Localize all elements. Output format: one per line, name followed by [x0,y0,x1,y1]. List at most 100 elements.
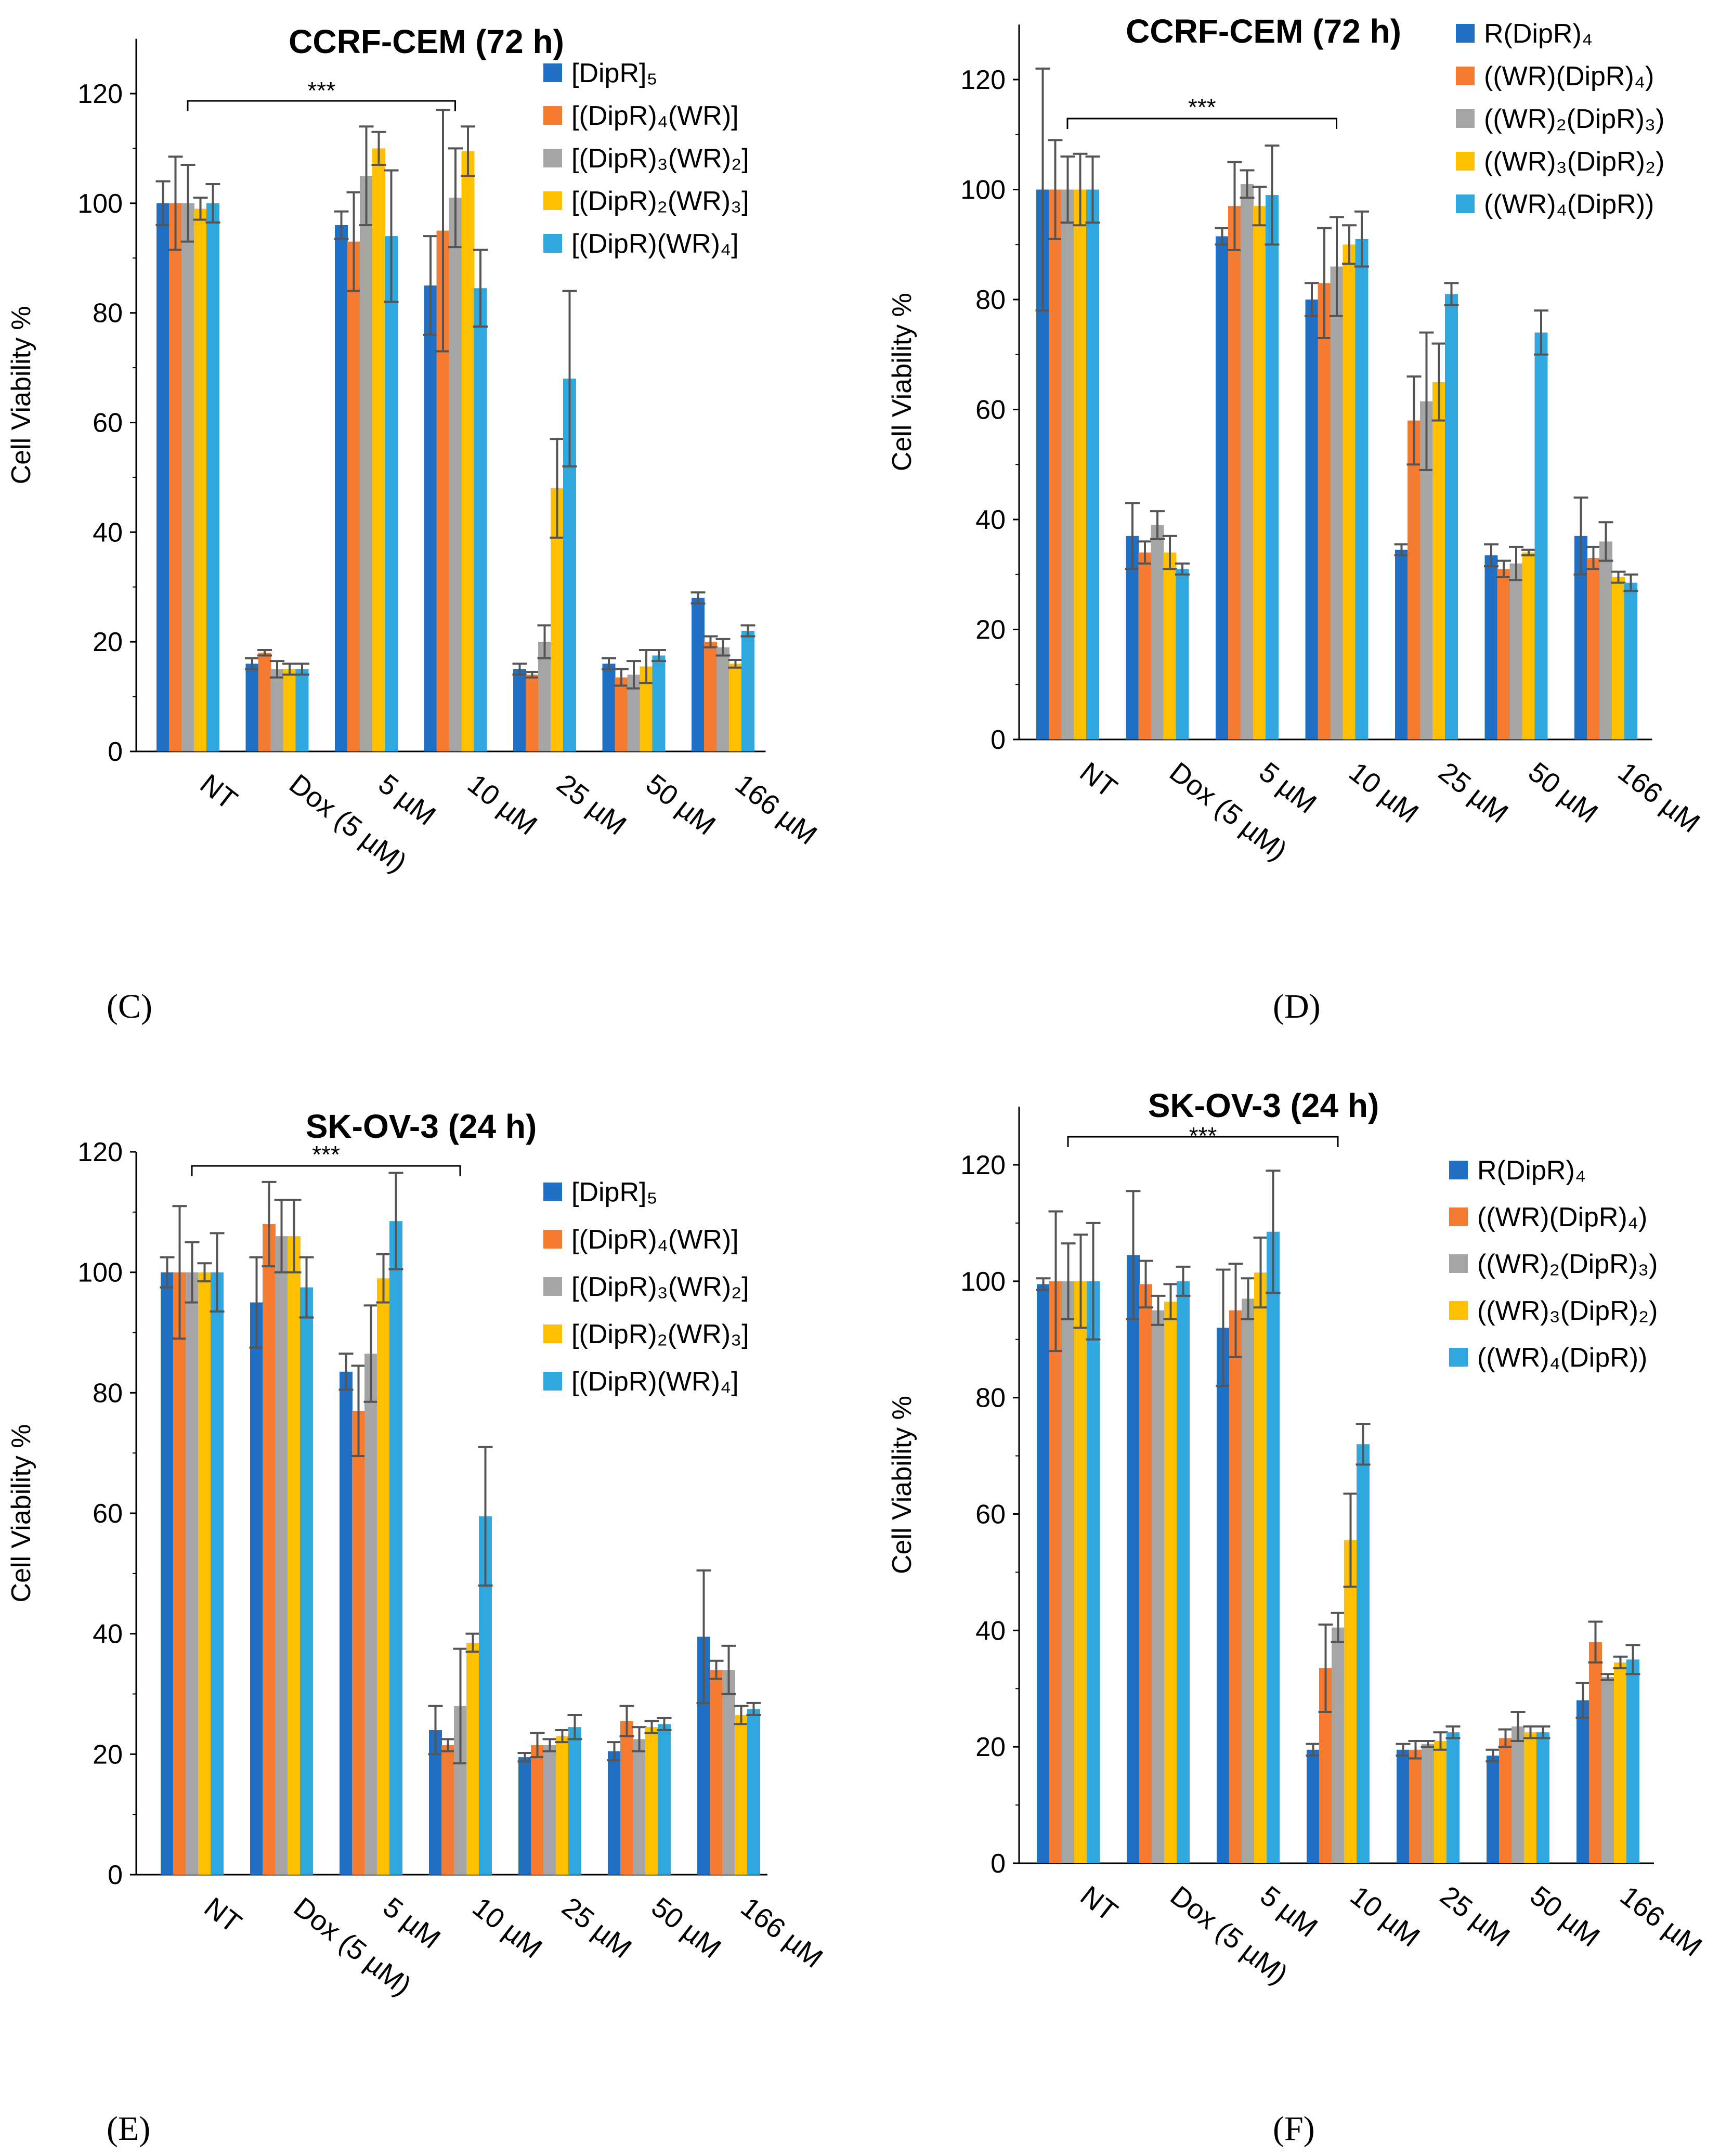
y-tick-label: 20 [975,615,1006,645]
legend-swatch [1456,109,1475,128]
bar-7-series-2 [1587,558,1600,739]
chart-panel-f: SK-OV-3 (24 h) (F) 0 20 40 60 80 100 120 Cell V… [887,1087,1708,2148]
y-tick-label: 0 [991,1849,1006,1879]
bar-7-series-5 [741,631,754,751]
x-tick-label: 166 µM [1612,756,1706,839]
legend-swatch [1449,1207,1468,1226]
y-axis-label: Cell Viability % [6,306,36,484]
bar-3-series-2 [1229,1310,1242,1863]
bar-5-series-5 [1445,294,1458,739]
bar-3-series-5 [385,236,398,751]
y-tick-label: 40 [93,517,123,548]
y-tick-label: 120 [77,79,123,109]
bar-1-series-5 [1086,189,1099,739]
y-axis-label: Cell Viability % [887,293,917,471]
bar-7-series-5 [1626,1659,1639,1863]
bar-6-series-4 [645,1727,658,1875]
bar-2-series-3 [1151,525,1164,739]
y-tick-label: 100 [960,175,1006,205]
significance-label: *** [1189,1122,1217,1149]
x-tick-label: 10 µM [1343,756,1424,829]
bar-7-series-3 [1601,1677,1614,1863]
legend-swatch [1456,152,1475,171]
bar-5-series-4 [1432,382,1445,739]
bar-6-series-2 [1499,1738,1512,1863]
x-tick-label: 25 µM [1433,756,1514,829]
bar-2-series-5 [1176,569,1189,739]
bar-2-series-1 [245,664,259,751]
significance-label: *** [307,77,335,104]
bar-6-series-2 [1497,569,1510,739]
x-tick-label: 10 µM [462,768,543,841]
bar-1-series-4 [1074,1281,1087,1863]
bar-2-series-4 [283,669,296,751]
bar-2-series-4 [288,1236,301,1875]
bar-7-series-2 [710,1670,723,1875]
y-tick-label: 40 [93,1619,123,1650]
legend-swatch [543,106,562,125]
y-tick-label: 80 [975,1383,1006,1413]
bar-3-series-4 [1253,206,1266,740]
bar-5-series-3 [543,1745,556,1875]
bar-6-series-5 [652,655,666,751]
x-tick-label: 5 µM [1255,1880,1323,1943]
bar-5-series-3 [1422,1744,1435,1863]
bar-5-series-2 [1409,1749,1422,1863]
chart-title: SK-OV-3 (24 h) [1148,1087,1379,1124]
bar-3-series-3 [360,176,373,751]
bar-1-series-4 [1074,189,1087,739]
legend-label: [(DipR)₃(WR)₂] [571,1272,749,1302]
bar-1-series-2 [1049,189,1062,739]
bar-1-series-5 [206,203,219,751]
bar-6-series-2 [620,1721,633,1875]
y-tick-label: 20 [93,627,123,657]
bar-7-series-4 [1614,1662,1627,1863]
bar-1-series-3 [1061,189,1074,739]
bar-6-series-1 [1487,1755,1500,1863]
bar-5-series-1 [518,1757,531,1875]
bar-1-series-1 [157,203,170,751]
legend-swatch [1449,1301,1468,1320]
x-tick-label: 25 µM [551,768,632,841]
y-tick-label: 20 [975,1732,1006,1762]
chart-title: CCRF-CEM (72 h) [289,23,564,60]
legend-label: R(DipR)₄ [1484,19,1593,49]
bar-4-series-4 [1344,1540,1357,1863]
bar-3-series-1 [340,1371,353,1875]
bar-7-series-5 [747,1709,760,1875]
bar-2-series-2 [1139,1284,1152,1863]
bar-6-series-4 [1524,1732,1537,1863]
bar-2-series-2 [1138,552,1152,739]
bar-2-series-4 [1163,552,1177,739]
bar-7-series-3 [1599,541,1612,739]
bar-3-series-3 [1242,1298,1255,1863]
bar-4-series-3 [1332,1627,1345,1863]
legend-label: ((WR)₄(DipR)) [1477,1343,1647,1373]
bar-1-series-3 [1062,1281,1075,1863]
bar-3-series-5 [389,1221,402,1875]
legend-swatch [543,1183,562,1201]
bar-2-series-2 [258,653,271,751]
x-tick-label: 5 µM [377,1891,446,1955]
x-tick-label: 5 µM [1254,756,1322,820]
bar-6-series-5 [658,1724,671,1875]
y-tick-label: 100 [77,189,123,219]
bar-1-series-5 [1087,1281,1100,1863]
bar-2-series-1 [1127,1255,1140,1863]
panel-label: (D) [1273,988,1321,1025]
bar-2-series-4 [1164,1302,1177,1863]
bar-3-series-3 [1241,184,1254,739]
legend-label: ((WR)(DipR)₄) [1484,61,1654,92]
bar-6-series-1 [602,664,616,751]
bar-6-series-3 [1512,1726,1524,1863]
bar-2-series-3 [270,669,284,751]
x-tick-label: NT [194,768,243,816]
bar-4-series-5 [1357,1444,1370,1863]
chart-panel-c: CCRF-CEM (72 h) (C) 0 20 40 60 80 100 120 Cell … [6,23,823,1025]
panel-label: (C) [107,988,152,1025]
x-tick-label: 50 µM [1524,1880,1606,1953]
bar-6-series-3 [1509,563,1523,739]
bar-5-series-5 [568,1727,581,1875]
x-tick-label: 10 µM [1345,1880,1426,1953]
legend-swatch [543,149,562,167]
